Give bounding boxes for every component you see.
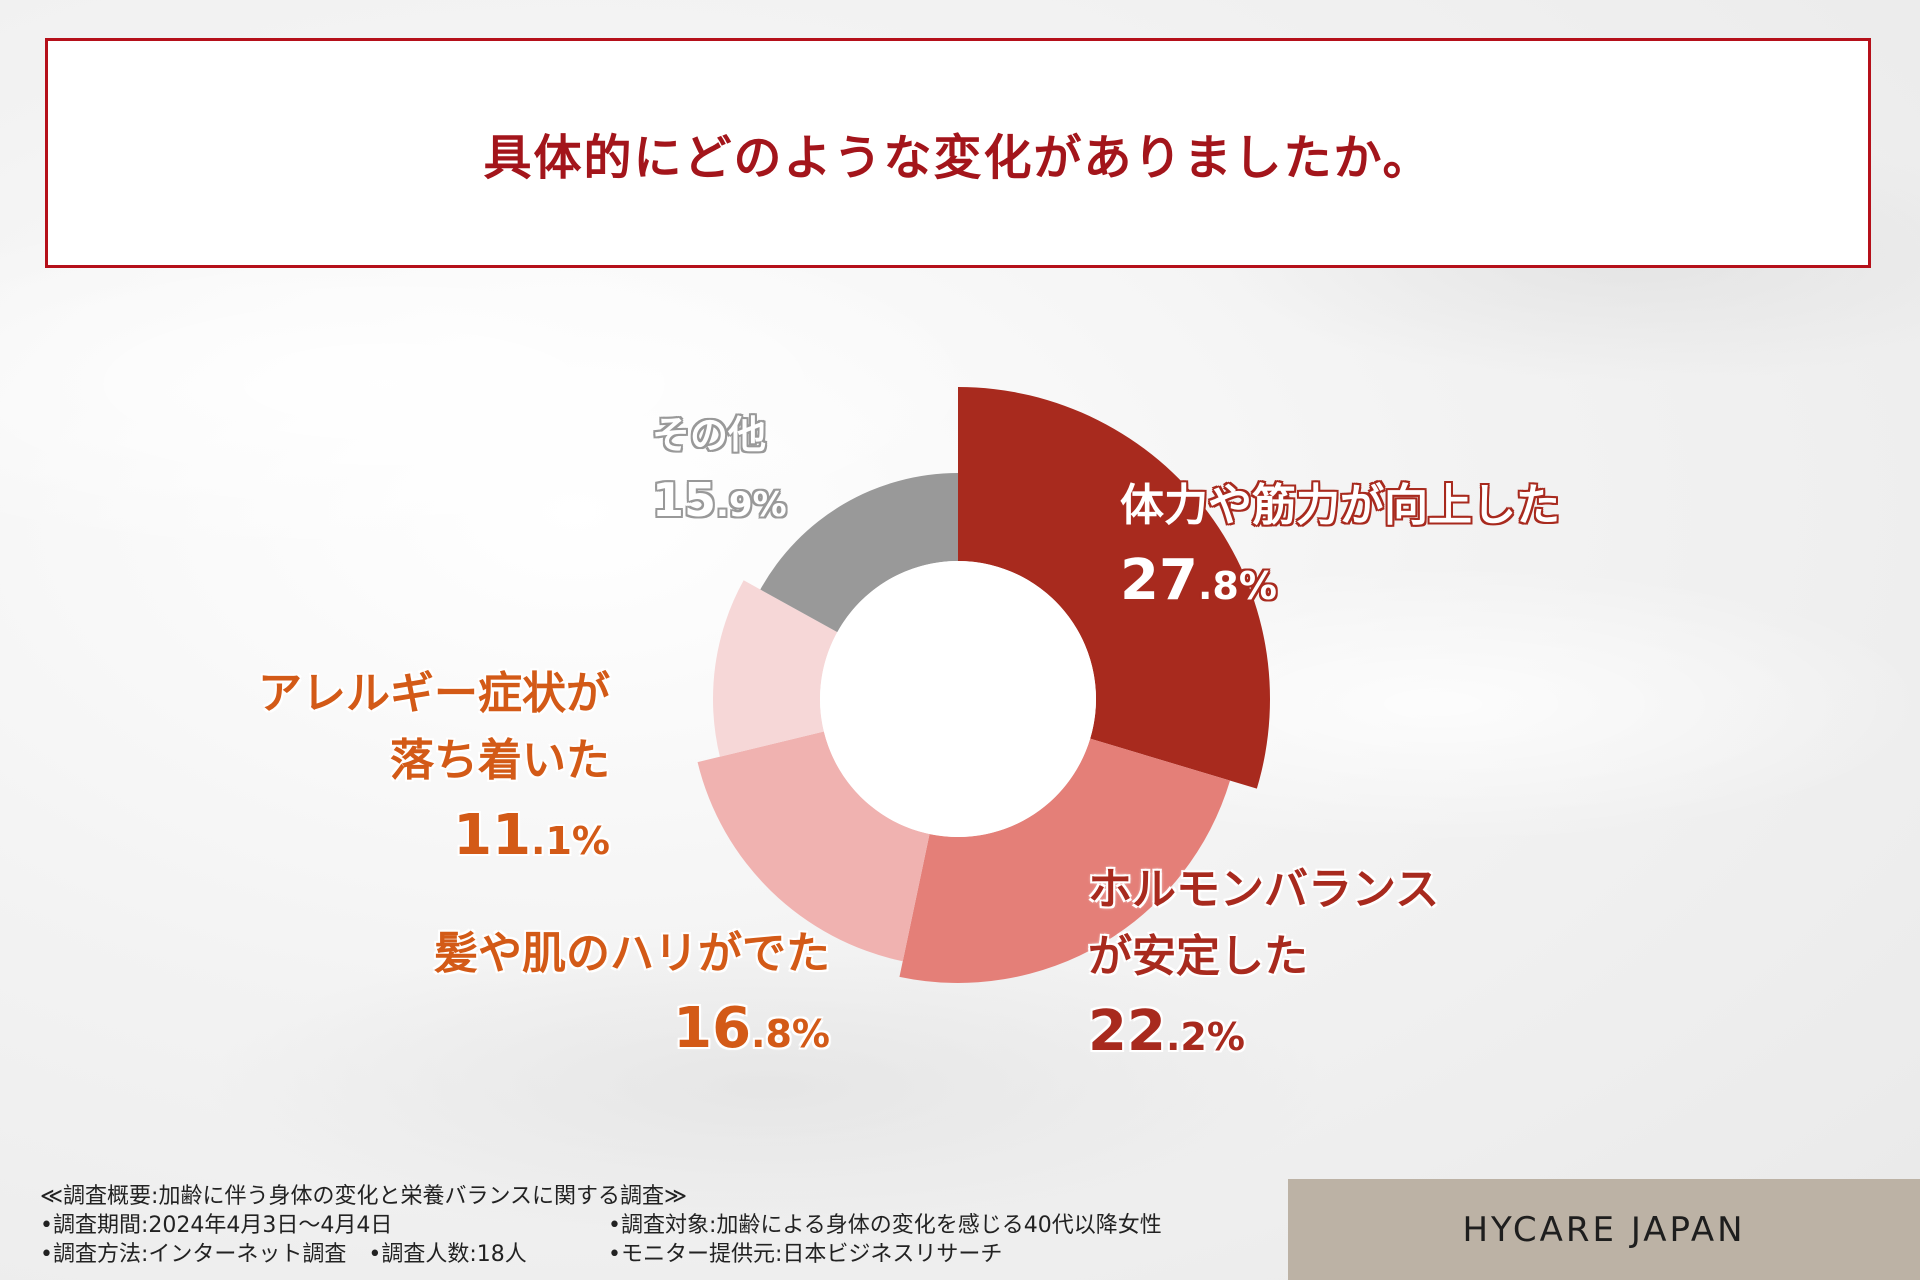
slice-label-percent: 16.8% [434,995,830,1062]
question-title: 具体的にどのような変化がありましたか。 [483,130,1433,186]
slice-label-2: 髪や肌のハリがでた 16.8% [434,928,830,1062]
percent-integer: 16 [673,995,752,1061]
donut-slice-1 [899,738,1231,983]
slice-label-name: ホルモンバランス [1088,864,1440,915]
survey-notes: ≪調査概要:加齢に伴う身体の変化と栄養バランスに関する調査≫ •調査期間:202… [40,1182,1162,1269]
survey-provider: •モニター提供元:日本ビジネスリサーチ [608,1242,1003,1267]
percent-decimal: .1% [531,818,610,863]
slice-label-name: 髪や肌のハリがでた [434,928,830,979]
slice-label-percent: 27.8% [1120,547,1560,614]
slice-label-percent: 11.1% [258,802,610,869]
percent-decimal: .2% [1165,1014,1245,1059]
survey-heading: ≪調査概要:加齢に伴う身体の変化と栄養バランスに関する調査≫ [40,1184,688,1209]
percent-integer: 15 [652,472,717,527]
donut-slice-2 [697,731,930,962]
brand-banner: HYCARE JAPAN [1288,1179,1920,1280]
survey-target: •調査対象:加齢による身体の変化を感じる40代以降女性 [608,1213,1162,1238]
donut-slice-0 [958,387,1270,789]
percent-decimal: .9% [716,484,787,525]
percent-decimal: .8% [1197,563,1277,608]
survey-method: •調査方法:インターネット調査 •調査人数:18人 [40,1242,527,1267]
donut-slice-4 [760,473,958,633]
brand-name: HYCARE JAPAN [1462,1209,1746,1250]
slice-label-name: 落ち着いた [390,734,610,786]
percent-integer: 27 [1120,547,1198,613]
slice-label-3: アレルギー症状が落ち着いた 11.1% [258,668,610,869]
donut-hole [820,561,1096,837]
slice-label-percent: 15.9% [652,473,787,528]
survey-period: •調査期間:2024年4月3日～4月4日 [40,1213,393,1238]
slice-label-name: が安定した [1088,930,1308,982]
question-title-box: 具体的にどのような変化がありましたか。 [45,38,1871,268]
slice-label-4: その他 15.9% [652,413,787,528]
slice-label-name: その他 [652,413,767,457]
slice-label-1: ホルモンバランス が安定した 22.2% [1088,864,1439,1065]
slice-label-percent: 22.2% [1088,998,1439,1065]
slice-label-name: アレルギー症状が [258,668,610,719]
percent-integer: 22 [1088,998,1166,1064]
percent-decimal: .8% [751,1011,830,1056]
donut-slice-3 [713,580,838,757]
slice-label-name: 体力や筋力が向上した [1120,480,1560,531]
percent-integer: 11 [453,802,532,868]
slice-label-0: 体力や筋力が向上した 27.8% [1120,480,1560,614]
